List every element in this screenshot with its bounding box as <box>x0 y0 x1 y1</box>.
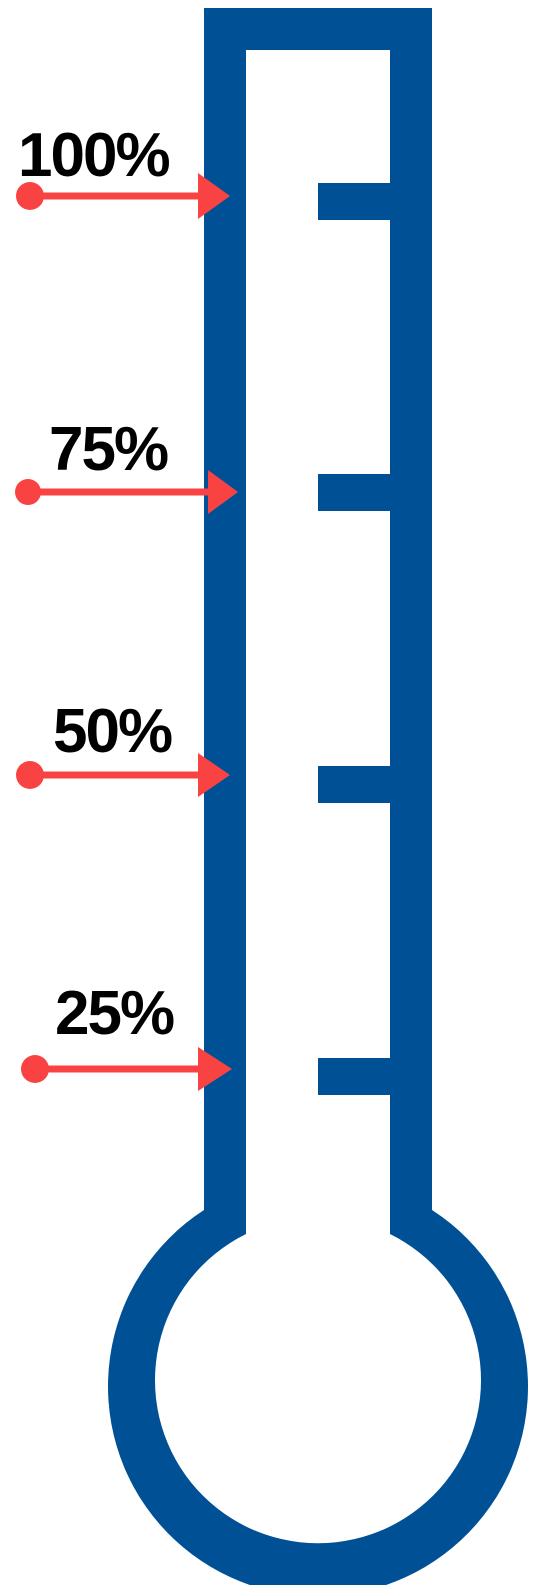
marker-50: 50% <box>16 697 230 797</box>
tick-mark-75 <box>318 474 392 511</box>
marker-label-50: 50% <box>53 697 172 766</box>
marker-label-100: 100% <box>18 121 169 190</box>
marker-label-75: 75% <box>49 415 168 484</box>
arrow-head-100 <box>198 173 230 219</box>
marker-100: 100% <box>16 121 230 219</box>
marker-25: 25% <box>21 979 232 1091</box>
arrow-head-75 <box>208 470 238 514</box>
thermometer-outline <box>108 8 528 1585</box>
tick-mark-25 <box>318 1058 392 1095</box>
tick-mark-100 <box>318 183 392 220</box>
arrow-head-50 <box>198 753 230 797</box>
marker-label-25: 25% <box>55 979 174 1048</box>
arrow-head-25 <box>198 1047 232 1091</box>
marker-75: 75% <box>15 415 238 514</box>
tick-mark-50 <box>318 766 392 803</box>
